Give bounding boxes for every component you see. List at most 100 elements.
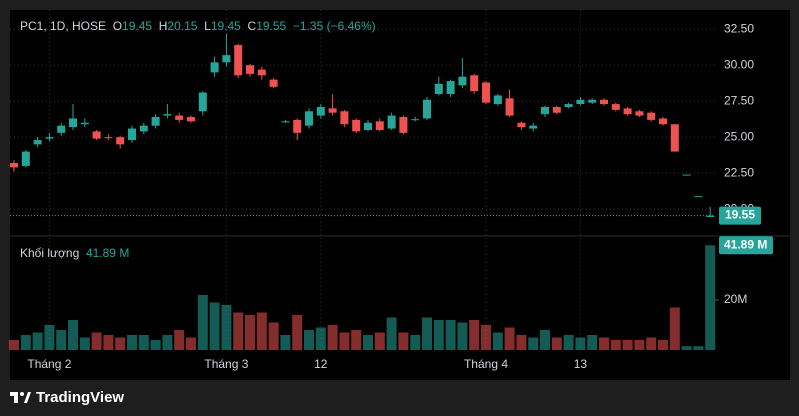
volume-bar xyxy=(256,312,267,350)
candle-body xyxy=(234,45,243,76)
candle-body xyxy=(564,104,573,107)
candle-body xyxy=(611,104,620,110)
volume-bar xyxy=(315,327,326,350)
volume-bar xyxy=(103,335,114,350)
volume-bar xyxy=(304,330,314,350)
candle-body xyxy=(92,131,101,139)
candle-body xyxy=(57,125,66,133)
candle-body xyxy=(222,55,231,63)
volume-bar xyxy=(445,320,456,350)
volume-bar xyxy=(327,325,338,350)
volume-bar xyxy=(610,340,621,350)
ohlc-key: H xyxy=(158,19,168,33)
candle-body xyxy=(482,82,490,103)
volume-bar xyxy=(646,337,657,350)
volume-value: 41.89 M xyxy=(85,246,130,260)
candle-body xyxy=(505,98,514,116)
candle-body xyxy=(375,121,384,130)
volume-bar xyxy=(20,335,31,350)
candle-body xyxy=(246,65,254,74)
volume-bar xyxy=(563,335,574,350)
candle-body xyxy=(293,119,302,133)
volume-bar xyxy=(705,245,716,350)
change: −1.35 (−6.46%) xyxy=(292,19,376,33)
volume-bar xyxy=(587,335,598,350)
volume-title: Khối lượng xyxy=(20,246,80,260)
candle-body xyxy=(352,119,361,132)
volume-bar xyxy=(351,330,362,350)
x-tick-label: Tháng 4 xyxy=(464,357,508,371)
volume-tick-label: 20M xyxy=(724,292,747,306)
volume-bar xyxy=(79,337,90,350)
candle-body xyxy=(434,83,443,95)
candle-body xyxy=(399,117,408,133)
candle-body xyxy=(623,108,632,115)
candle-body xyxy=(446,81,455,95)
volume-bar xyxy=(457,322,468,350)
volume-bar xyxy=(575,337,586,350)
candle-body xyxy=(10,163,18,168)
candle-body xyxy=(187,117,195,122)
volume-bar xyxy=(150,340,161,350)
y-tick-label: 27.50 xyxy=(724,93,754,107)
volume-bar xyxy=(363,335,373,350)
volume-bar xyxy=(127,335,137,350)
tradingview-logo xyxy=(10,392,31,403)
volume-bar xyxy=(221,305,232,350)
volume-bar xyxy=(186,337,196,350)
candle-body xyxy=(281,121,290,123)
volume-bar xyxy=(56,330,67,350)
volume-bar xyxy=(386,317,397,350)
volume-bar xyxy=(433,320,444,350)
volume-bar xyxy=(693,346,704,350)
last-volume-label: 41.89 M xyxy=(724,237,767,251)
candle-body xyxy=(340,111,349,125)
x-tick-label: 12 xyxy=(314,357,328,371)
candle-body xyxy=(116,137,125,145)
volume-bar xyxy=(481,325,491,350)
volume-header: Khối lượng 41.89 M xyxy=(20,246,129,260)
symbol: PC1, 1D, HOSE xyxy=(20,19,107,33)
volume-bar xyxy=(138,335,149,350)
candle-body xyxy=(411,119,420,121)
volume-bar xyxy=(504,327,515,350)
candle-body xyxy=(210,62,219,73)
candle-body xyxy=(139,125,148,132)
candle-body xyxy=(128,128,136,141)
volume-bar xyxy=(634,340,645,350)
volume-bar xyxy=(174,330,185,350)
x-tick-label: Tháng 2 xyxy=(27,357,71,371)
candle-body xyxy=(458,76,467,86)
candle-body xyxy=(163,114,172,116)
candle-body xyxy=(517,122,526,128)
candle-body xyxy=(21,151,30,166)
candle-body xyxy=(493,95,502,105)
candle-body xyxy=(33,140,42,145)
y-tick-label: 22.50 xyxy=(724,165,754,179)
volume-bar xyxy=(197,295,208,350)
volume-bar xyxy=(233,312,244,350)
candle-body xyxy=(45,137,54,139)
volume-bar xyxy=(280,335,291,350)
candle-body xyxy=(552,106,561,113)
candle-body xyxy=(69,118,77,128)
candle-body xyxy=(470,75,479,92)
candle-body xyxy=(387,115,396,129)
volume-bar xyxy=(492,332,503,350)
candle-body xyxy=(198,92,207,112)
volume-bar xyxy=(528,337,539,350)
volume-bar xyxy=(292,315,303,350)
ohlc-key: L xyxy=(204,19,211,33)
volume-bar xyxy=(91,332,102,350)
candle-body xyxy=(576,99,585,105)
volume-bar xyxy=(669,307,680,350)
legend-header: PC1, 1D, HOSE O19.45 H20.15 L19.45 C19.5… xyxy=(20,19,376,33)
volume-bar xyxy=(551,337,562,350)
candle-body xyxy=(423,99,431,119)
volume-bar xyxy=(339,332,350,350)
volume-bar xyxy=(410,335,421,350)
candle-body xyxy=(364,122,372,130)
candle-body xyxy=(328,108,337,113)
volume-bar xyxy=(68,320,78,350)
